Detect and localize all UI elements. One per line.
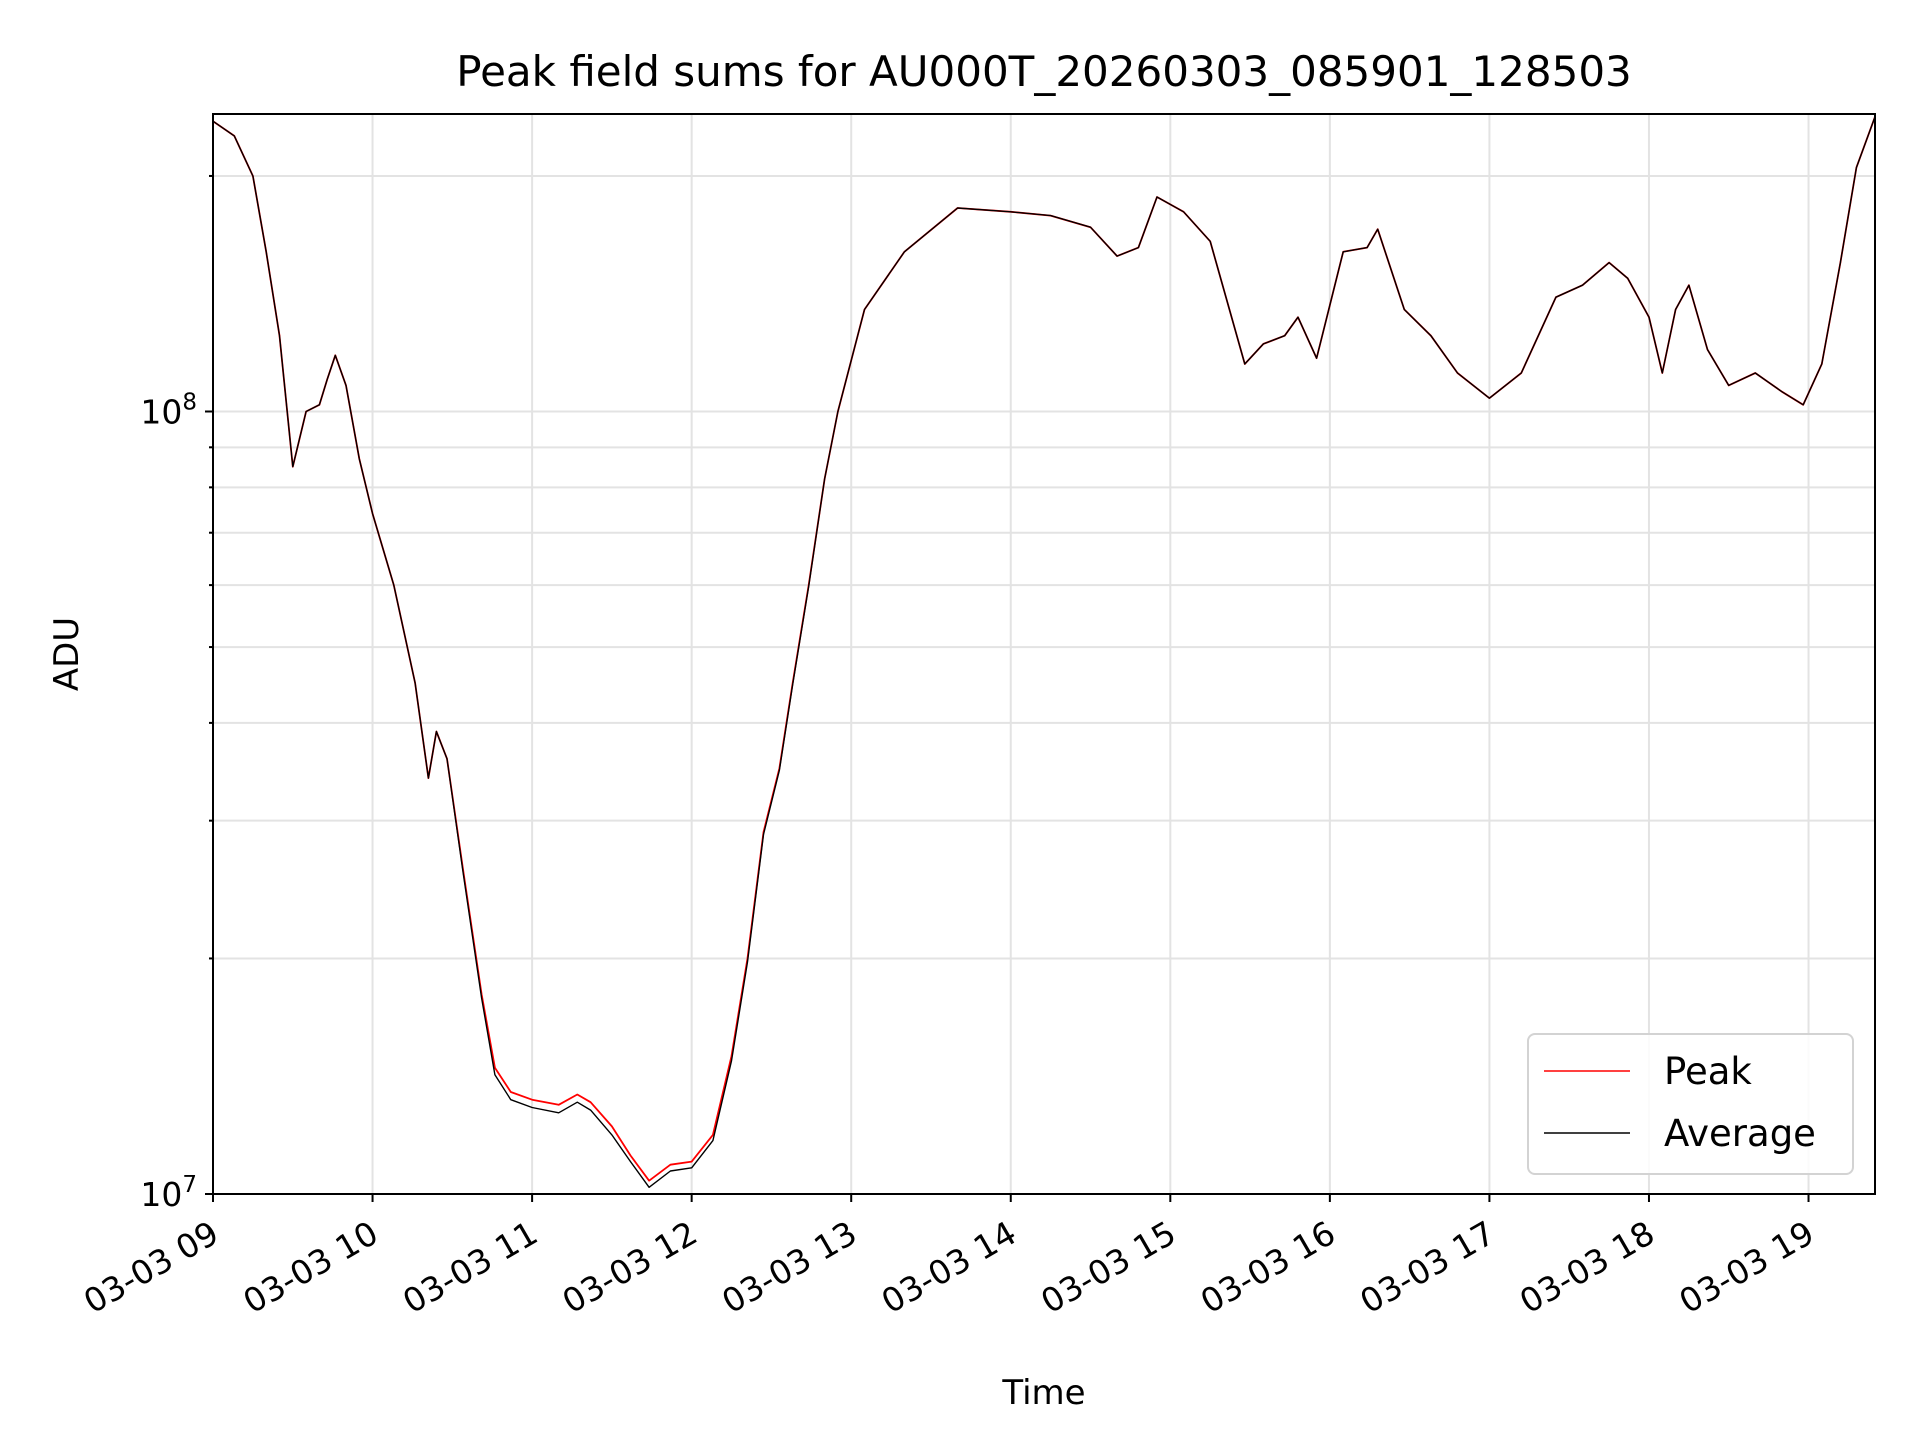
chart-title: Peak field sums for AU000T_20260303_0859… — [456, 47, 1632, 96]
legend: Peak Average — [1527, 1033, 1854, 1175]
legend-label-peak: Peak — [1664, 1050, 1752, 1093]
y-tick-label: 108 — [140, 390, 197, 432]
legend-box — [1527, 1033, 1854, 1175]
legend-label-average: Average — [1664, 1112, 1816, 1155]
x-axis-label: Time — [1001, 1373, 1085, 1413]
y-axis-ticks: 107 108 — [140, 174, 213, 1214]
series-lines — [212, 116, 1876, 1189]
series-line-average — [212, 116, 1876, 1189]
plot-frame — [212, 113, 1876, 1195]
y-axis-label: ADU — [47, 617, 87, 691]
grid — [212, 114, 1875, 1195]
y-tick-label: 107 — [140, 1172, 197, 1214]
